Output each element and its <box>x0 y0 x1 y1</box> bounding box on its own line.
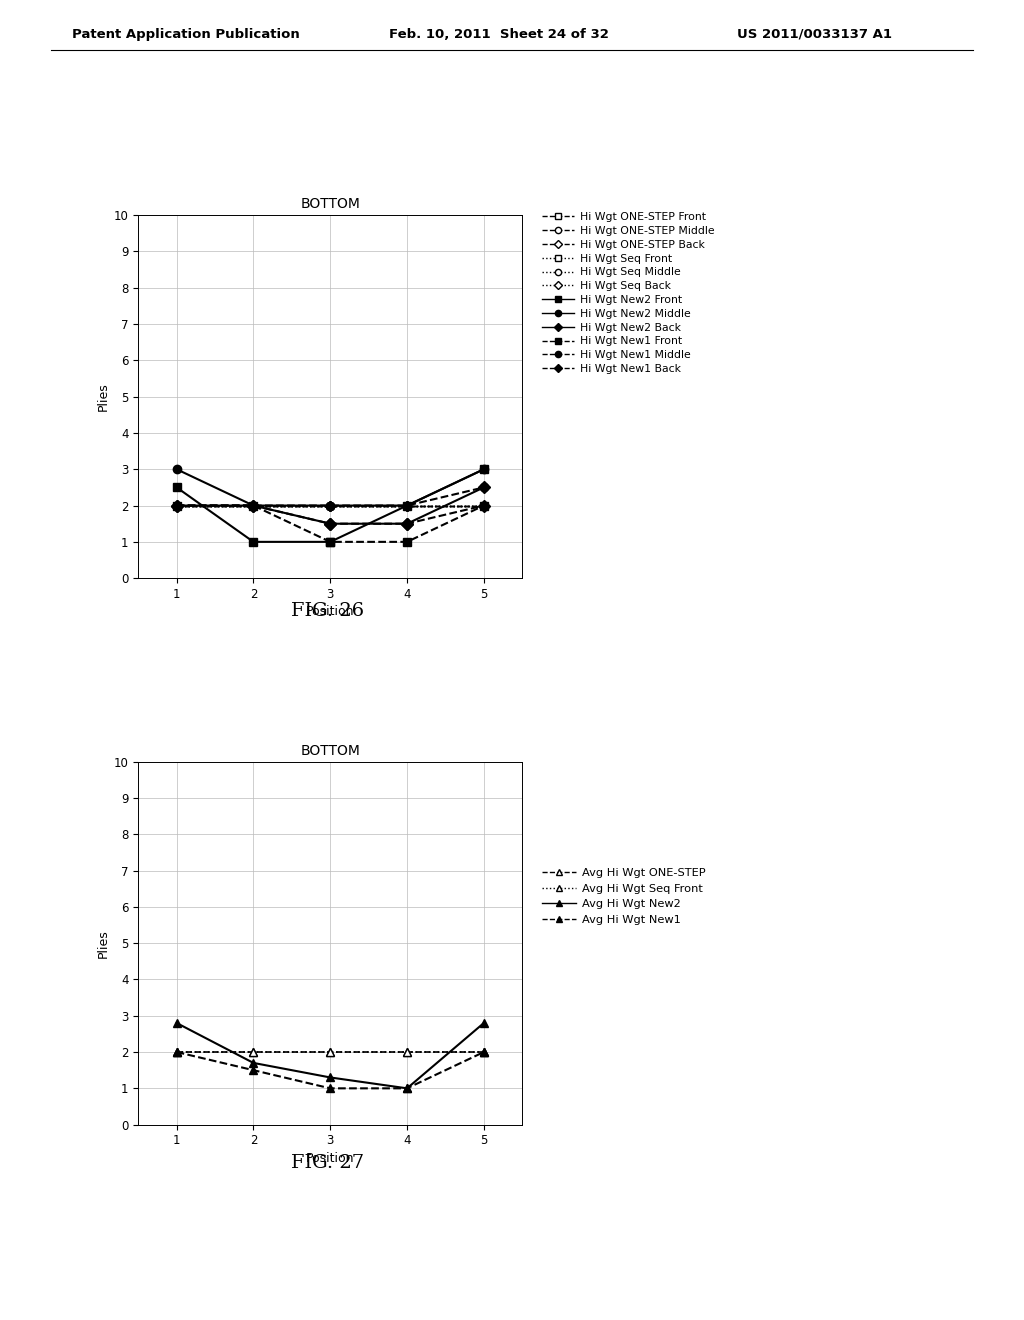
Y-axis label: Plies: Plies <box>96 383 110 411</box>
Legend: Hi Wgt ONE-STEP Front, Hi Wgt ONE-STEP Middle, Hi Wgt ONE-STEP Back, Hi Wgt Seq : Hi Wgt ONE-STEP Front, Hi Wgt ONE-STEP M… <box>538 207 719 379</box>
X-axis label: Position: Position <box>306 605 354 618</box>
Text: Feb. 10, 2011  Sheet 24 of 32: Feb. 10, 2011 Sheet 24 of 32 <box>389 28 609 41</box>
Text: FIG. 26: FIG. 26 <box>291 602 365 620</box>
Legend: Avg Hi Wgt ONE-STEP, Avg Hi Wgt Seq Front, Avg Hi Wgt New2, Avg Hi Wgt New1: Avg Hi Wgt ONE-STEP, Avg Hi Wgt Seq Fron… <box>538 863 711 929</box>
Text: US 2011/0033137 A1: US 2011/0033137 A1 <box>737 28 892 41</box>
X-axis label: Position: Position <box>306 1151 354 1164</box>
Title: BOTTOM: BOTTOM <box>300 197 360 211</box>
Text: Patent Application Publication: Patent Application Publication <box>72 28 299 41</box>
Y-axis label: Plies: Plies <box>96 929 110 957</box>
Title: BOTTOM: BOTTOM <box>300 743 360 758</box>
Text: FIG. 27: FIG. 27 <box>291 1154 365 1172</box>
